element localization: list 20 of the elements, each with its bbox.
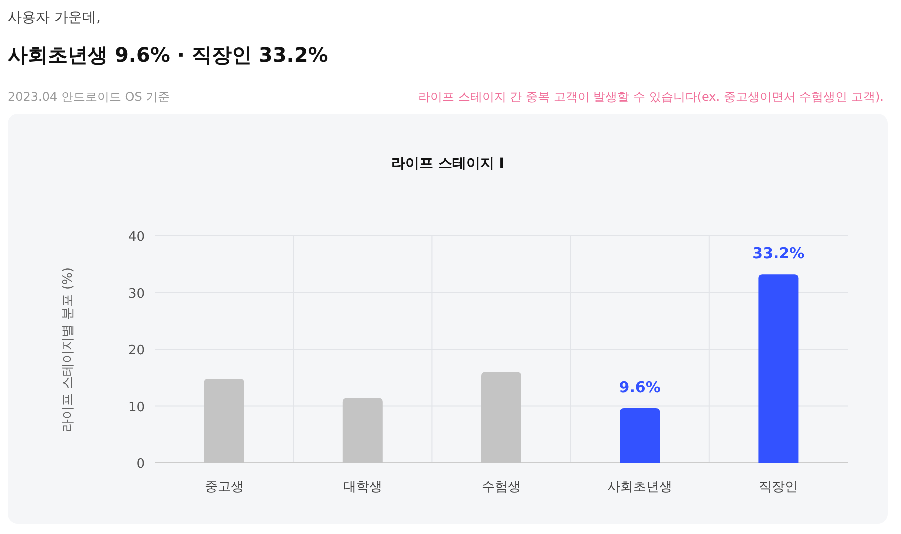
bar <box>620 408 660 463</box>
text: 2023.04 안드로이드 OS 기준 <box>8 90 170 104</box>
y-tick-label: 10 <box>128 400 145 416</box>
y-tick-label: 30 <box>128 286 145 302</box>
text: 사용자 가운데, <box>8 10 101 26</box>
y-tick-label: 0 <box>136 457 145 472</box>
text: 라이프 스테이지 간 중복 고객이 발생할 수 있습니다(ex. 중고생이면서 수험생인 고객). <box>418 90 884 104</box>
x-tick-label: 대학생 <box>343 480 382 495</box>
x-tick-label: 사회초년생 <box>608 480 673 495</box>
chart-title: 라이프 스테이지 I <box>392 156 504 172</box>
bar <box>758 274 799 463</box>
data-label: 33.2% <box>752 244 805 263</box>
y-tick-label: 20 <box>128 344 145 358</box>
text: 사회초년생 9.6% · 직장인 33.2% <box>8 43 328 67</box>
y-tick-label: 40 <box>128 230 145 245</box>
x-tick-label: 수험생 <box>482 480 521 495</box>
x-tick-label: 중고생 <box>204 480 244 495</box>
x-tick-label: 직장인 <box>759 480 798 495</box>
data-label: 9.6% <box>619 378 661 397</box>
y-axis-title: 라이프 스테이지별 분포 (%) <box>61 268 76 432</box>
